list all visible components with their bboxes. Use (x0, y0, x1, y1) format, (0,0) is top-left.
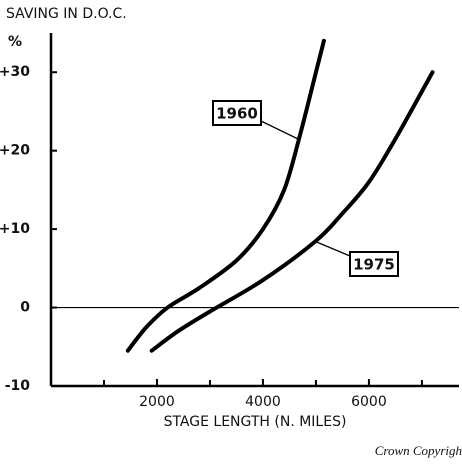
y-tick-label: +10 (0, 221, 30, 237)
legend-box (212, 100, 262, 126)
legend-box (349, 251, 399, 277)
y-tick-label: +30 (0, 64, 30, 80)
y-tick-label: +20 (0, 143, 30, 159)
footer: Crown Copyrigh (375, 443, 462, 458)
y-tick-label: 0 (20, 300, 30, 316)
legend-label: 1975 (353, 256, 395, 274)
x-tick-label: 6000 (351, 394, 387, 410)
line-series (149, 70, 435, 353)
x-axis-label: STAGE LENGTH (N. MILES) (164, 414, 347, 430)
x-tick-label: 2000 (139, 394, 175, 410)
chart-title: SAVING IN D.O.C. (6, 6, 127, 22)
y-axis-label: % (8, 34, 22, 50)
line-series (125, 38, 326, 353)
label-arrow (313, 240, 351, 257)
y-tick-label: -10 (5, 378, 31, 394)
label-arrow (260, 120, 299, 140)
x-tick-label: 4000 (245, 394, 281, 410)
legend-label: 1960 (216, 105, 258, 123)
